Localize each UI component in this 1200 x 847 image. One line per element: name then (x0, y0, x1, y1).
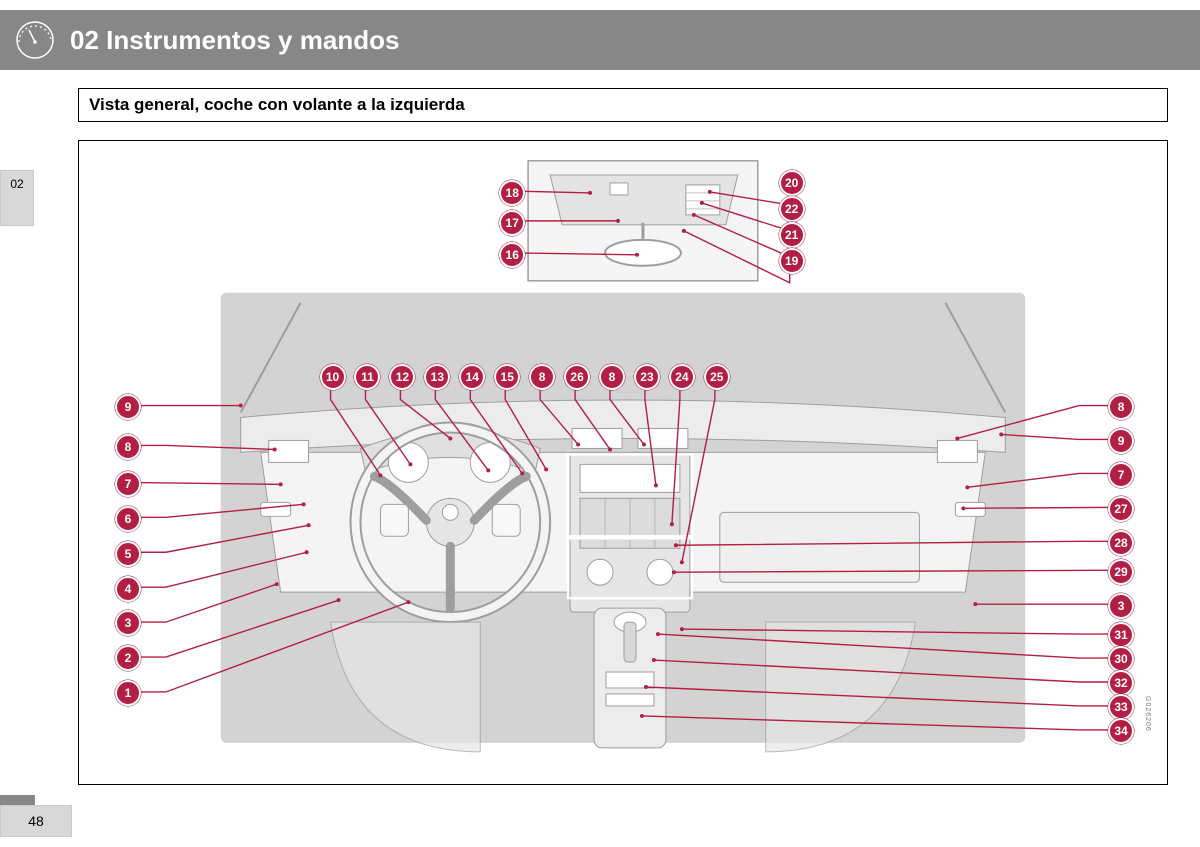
gauge-icon (0, 10, 70, 70)
page-number: 48 (0, 805, 72, 837)
diagram: 9876543211011121314158268232425181716202… (91, 153, 1155, 772)
callout-22: 22 (779, 196, 805, 222)
callout-16: 16 (499, 242, 525, 268)
callout-18: 18 (499, 180, 525, 206)
callout-20: 20 (779, 170, 805, 196)
callout-28: 28 (1108, 530, 1134, 556)
callout-3: 3 (1108, 593, 1134, 619)
image-code: G026206 (1144, 696, 1151, 732)
callout-10: 10 (320, 364, 346, 390)
callout-27: 27 (1108, 496, 1134, 522)
chapter-title: 02 Instrumentos y mandos (70, 25, 399, 56)
callout-25: 25 (704, 364, 730, 390)
callout-7: 7 (115, 471, 141, 497)
diagram-frame: 9876543211011121314158268232425181716202… (78, 140, 1168, 785)
callout-19: 19 (779, 248, 805, 274)
callout-29: 29 (1108, 559, 1134, 585)
callout-9: 9 (115, 394, 141, 420)
callout-8: 8 (115, 434, 141, 460)
callout-6: 6 (115, 506, 141, 532)
callout-7: 7 (1108, 462, 1134, 488)
leader-lines (91, 153, 1155, 773)
callout-21: 21 (779, 222, 805, 248)
callout-4: 4 (115, 576, 141, 602)
callout-17: 17 (499, 210, 525, 236)
callout-5: 5 (115, 541, 141, 567)
side-tab: 02 (0, 170, 34, 226)
section-title: Vista general, coche con volante a la iz… (78, 88, 1168, 122)
chapter-header: 02 Instrumentos y mandos (0, 10, 1200, 70)
callout-24: 24 (669, 364, 695, 390)
callout-1: 1 (115, 680, 141, 706)
callout-34: 34 (1108, 718, 1134, 744)
callout-9: 9 (1108, 428, 1134, 454)
